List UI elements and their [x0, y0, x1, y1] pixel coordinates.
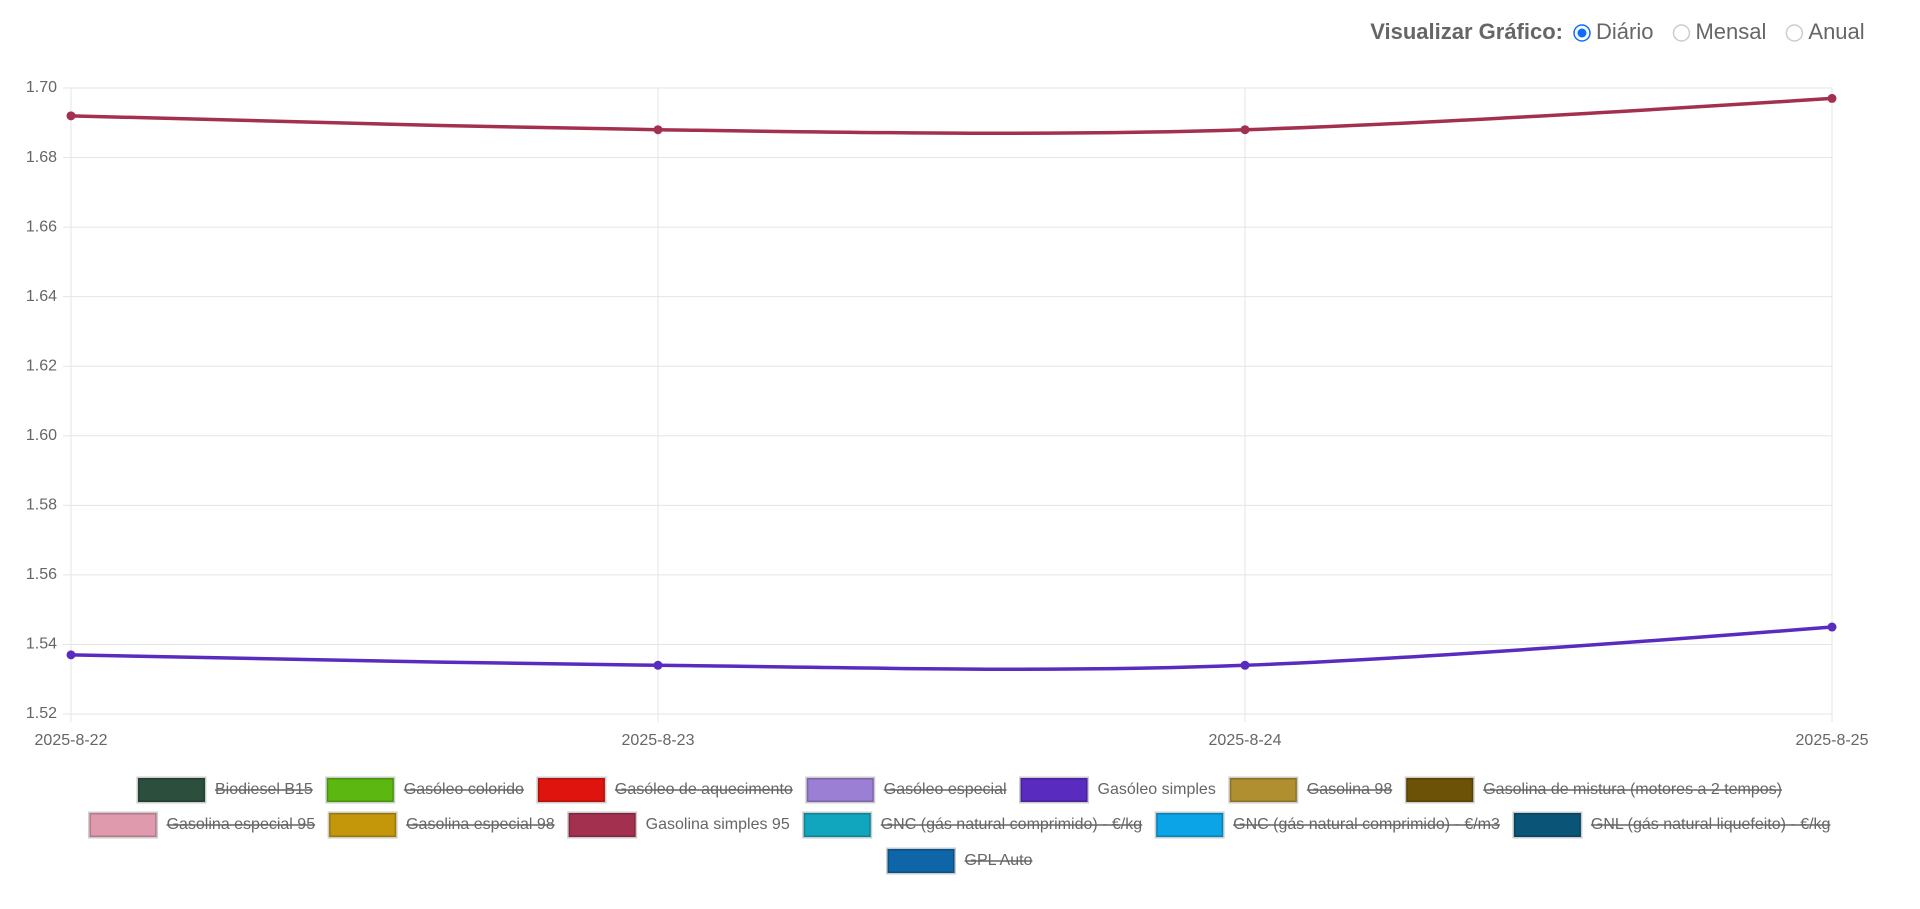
legend-swatch[interactable] — [327, 811, 398, 839]
legend-swatch[interactable] — [567, 811, 638, 839]
legend-swatch[interactable] — [805, 776, 876, 804]
y-tick-label: 1.56 — [26, 566, 57, 583]
point — [1827, 622, 1837, 632]
point — [1240, 125, 1250, 135]
legend-swatch[interactable] — [1228, 776, 1299, 804]
y-tick-label: 1.64 — [26, 288, 57, 305]
point — [66, 111, 76, 121]
y-tick-label: 1.66 — [26, 218, 57, 235]
series-line — [70, 96, 1833, 135]
point — [66, 650, 76, 660]
radio-label[interactable]: Anual — [1808, 19, 1864, 44]
legend-label[interactable]: Gasóleo simples — [1098, 781, 1216, 798]
y-tick-label: 1.52 — [26, 705, 57, 722]
radio-dot — [1577, 28, 1587, 38]
legend-swatch[interactable] — [1512, 811, 1583, 839]
legend-swatch[interactable] — [886, 847, 957, 875]
legend-swatch[interactable] — [1019, 776, 1090, 804]
legend-swatch[interactable] — [536, 776, 607, 804]
legend-swatch[interactable] — [88, 811, 159, 839]
radio[interactable] — [1672, 24, 1691, 42]
y-tick-label: 1.60 — [26, 427, 57, 444]
legend-swatch[interactable] — [802, 811, 873, 839]
radio[interactable] — [1785, 24, 1804, 42]
y-tick-label: 1.62 — [26, 357, 57, 374]
legend-swatch[interactable] — [1404, 776, 1475, 804]
y-tick-label: 1.70 — [26, 79, 57, 96]
x-tick-label: 2025-8-25 — [1796, 732, 1869, 749]
point — [653, 660, 663, 670]
series-line — [70, 625, 1833, 671]
point — [653, 125, 663, 135]
x-tick-label: 2025-8-24 — [1209, 732, 1282, 749]
legend-swatch[interactable] — [325, 776, 396, 804]
point — [1240, 660, 1250, 670]
radio-label[interactable]: Mensal — [1695, 19, 1766, 44]
legend-swatch[interactable] — [1154, 811, 1225, 839]
legend-swatch[interactable] — [136, 776, 207, 804]
radio-label[interactable]: Diário — [1596, 19, 1653, 44]
point — [1827, 93, 1837, 103]
x-tick-label: 2025-8-22 — [35, 732, 108, 749]
y-tick-label: 1.68 — [26, 149, 57, 166]
control-label: Visualizar Gráfico: — [1370, 19, 1563, 44]
legend-label[interactable]: Gasolina simples 95 — [646, 816, 790, 833]
y-tick-label: 1.58 — [26, 497, 57, 514]
x-tick-label: 2025-8-23 — [622, 732, 695, 749]
y-tick-label: 1.54 — [26, 636, 57, 653]
